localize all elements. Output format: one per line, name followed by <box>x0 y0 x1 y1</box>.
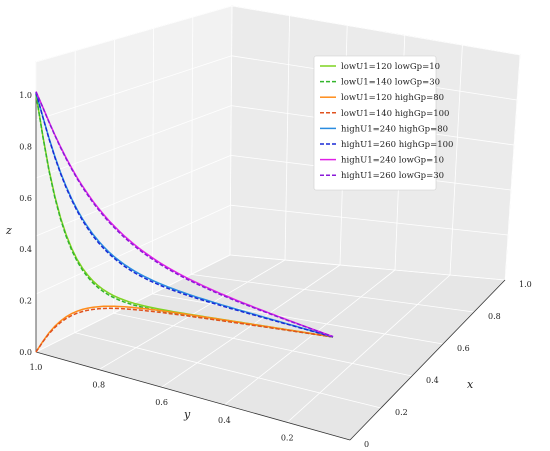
gridline <box>74 332 382 409</box>
z-tick-label: 0.0 <box>19 348 32 357</box>
x-axis-line <box>349 279 506 441</box>
gridline <box>191 274 475 313</box>
gridline <box>35 55 232 121</box>
y-tick-label: 0.4 <box>218 416 231 425</box>
z-tick-label: 0.4 <box>19 245 32 254</box>
z-tick-label: 0.6 <box>19 194 32 203</box>
gridline <box>230 204 509 236</box>
z-axis-label: z <box>5 224 12 237</box>
series-line <box>35 307 334 353</box>
gridline <box>152 293 444 345</box>
gridline <box>231 5 521 56</box>
legend: lowU1=120 lowGp=10 lowU1=140 lowGp=30 lowU… <box>313 55 453 191</box>
legend-label: highU1=240 highGp=80 <box>341 124 448 134</box>
legend-box <box>313 55 437 191</box>
legend-label: lowU1=140 lowGp=30 <box>341 78 440 88</box>
gridline <box>35 155 231 237</box>
gridline <box>35 5 233 63</box>
axes <box>35 95 506 441</box>
gridline <box>113 312 413 377</box>
gridline <box>284 15 290 261</box>
gridline <box>151 28 155 294</box>
x-axis-label: x <box>467 378 474 391</box>
x-tick-label: 0.8 <box>488 312 501 321</box>
gridline <box>286 274 451 423</box>
curves <box>35 91 334 353</box>
gridline <box>161 264 341 388</box>
y-tick-label: 0.8 <box>92 381 105 390</box>
panes <box>35 5 521 441</box>
y-tick-label: 1.0 <box>30 363 43 372</box>
legend-label: lowU1=140 highGp=100 <box>341 109 449 119</box>
z-tick-label: 0.2 <box>19 297 32 306</box>
gridline <box>229 254 506 281</box>
legend-label: highU1=240 lowGp=10 <box>341 156 444 166</box>
legend-label: lowU1=120 highGp=80 <box>341 93 444 103</box>
gridline <box>35 204 231 295</box>
gridline <box>229 5 233 256</box>
gridline <box>449 45 463 276</box>
y-tick-label: 0.2 <box>281 433 294 442</box>
x-tick-label: 0.4 <box>426 376 439 385</box>
y-tick-label: 0.6 <box>155 398 168 407</box>
legend-label: highU1=260 lowGp=30 <box>341 171 444 181</box>
gridline <box>504 54 521 281</box>
z-tick-label: 0.8 <box>19 142 32 151</box>
z-tick-label: 1.0 <box>19 91 32 100</box>
gridline <box>113 39 115 314</box>
x-tick-label: 1.0 <box>519 280 532 289</box>
x-tick-label: 0.6 <box>457 344 470 353</box>
legend-label: highU1=260 highGp=100 <box>341 140 453 150</box>
series-line <box>35 305 334 353</box>
x-tick-label: 0.2 <box>395 408 408 417</box>
gridline <box>190 17 194 275</box>
series-line <box>35 92 334 338</box>
tick-labels: 0.0 0.2 0.4 0.6 0.8 1.0 1.0 0.8 0.6 0.4 0.2 0 0.2 0.4… <box>19 91 531 449</box>
gridline <box>224 269 396 406</box>
y-axis-line <box>35 351 351 441</box>
x-tick-label: 0 <box>364 440 369 449</box>
gridline <box>35 105 232 179</box>
legend-label: lowU1=120 lowGp=10 <box>341 62 440 72</box>
series-line <box>35 91 334 338</box>
y-axis-label: y <box>183 408 191 421</box>
